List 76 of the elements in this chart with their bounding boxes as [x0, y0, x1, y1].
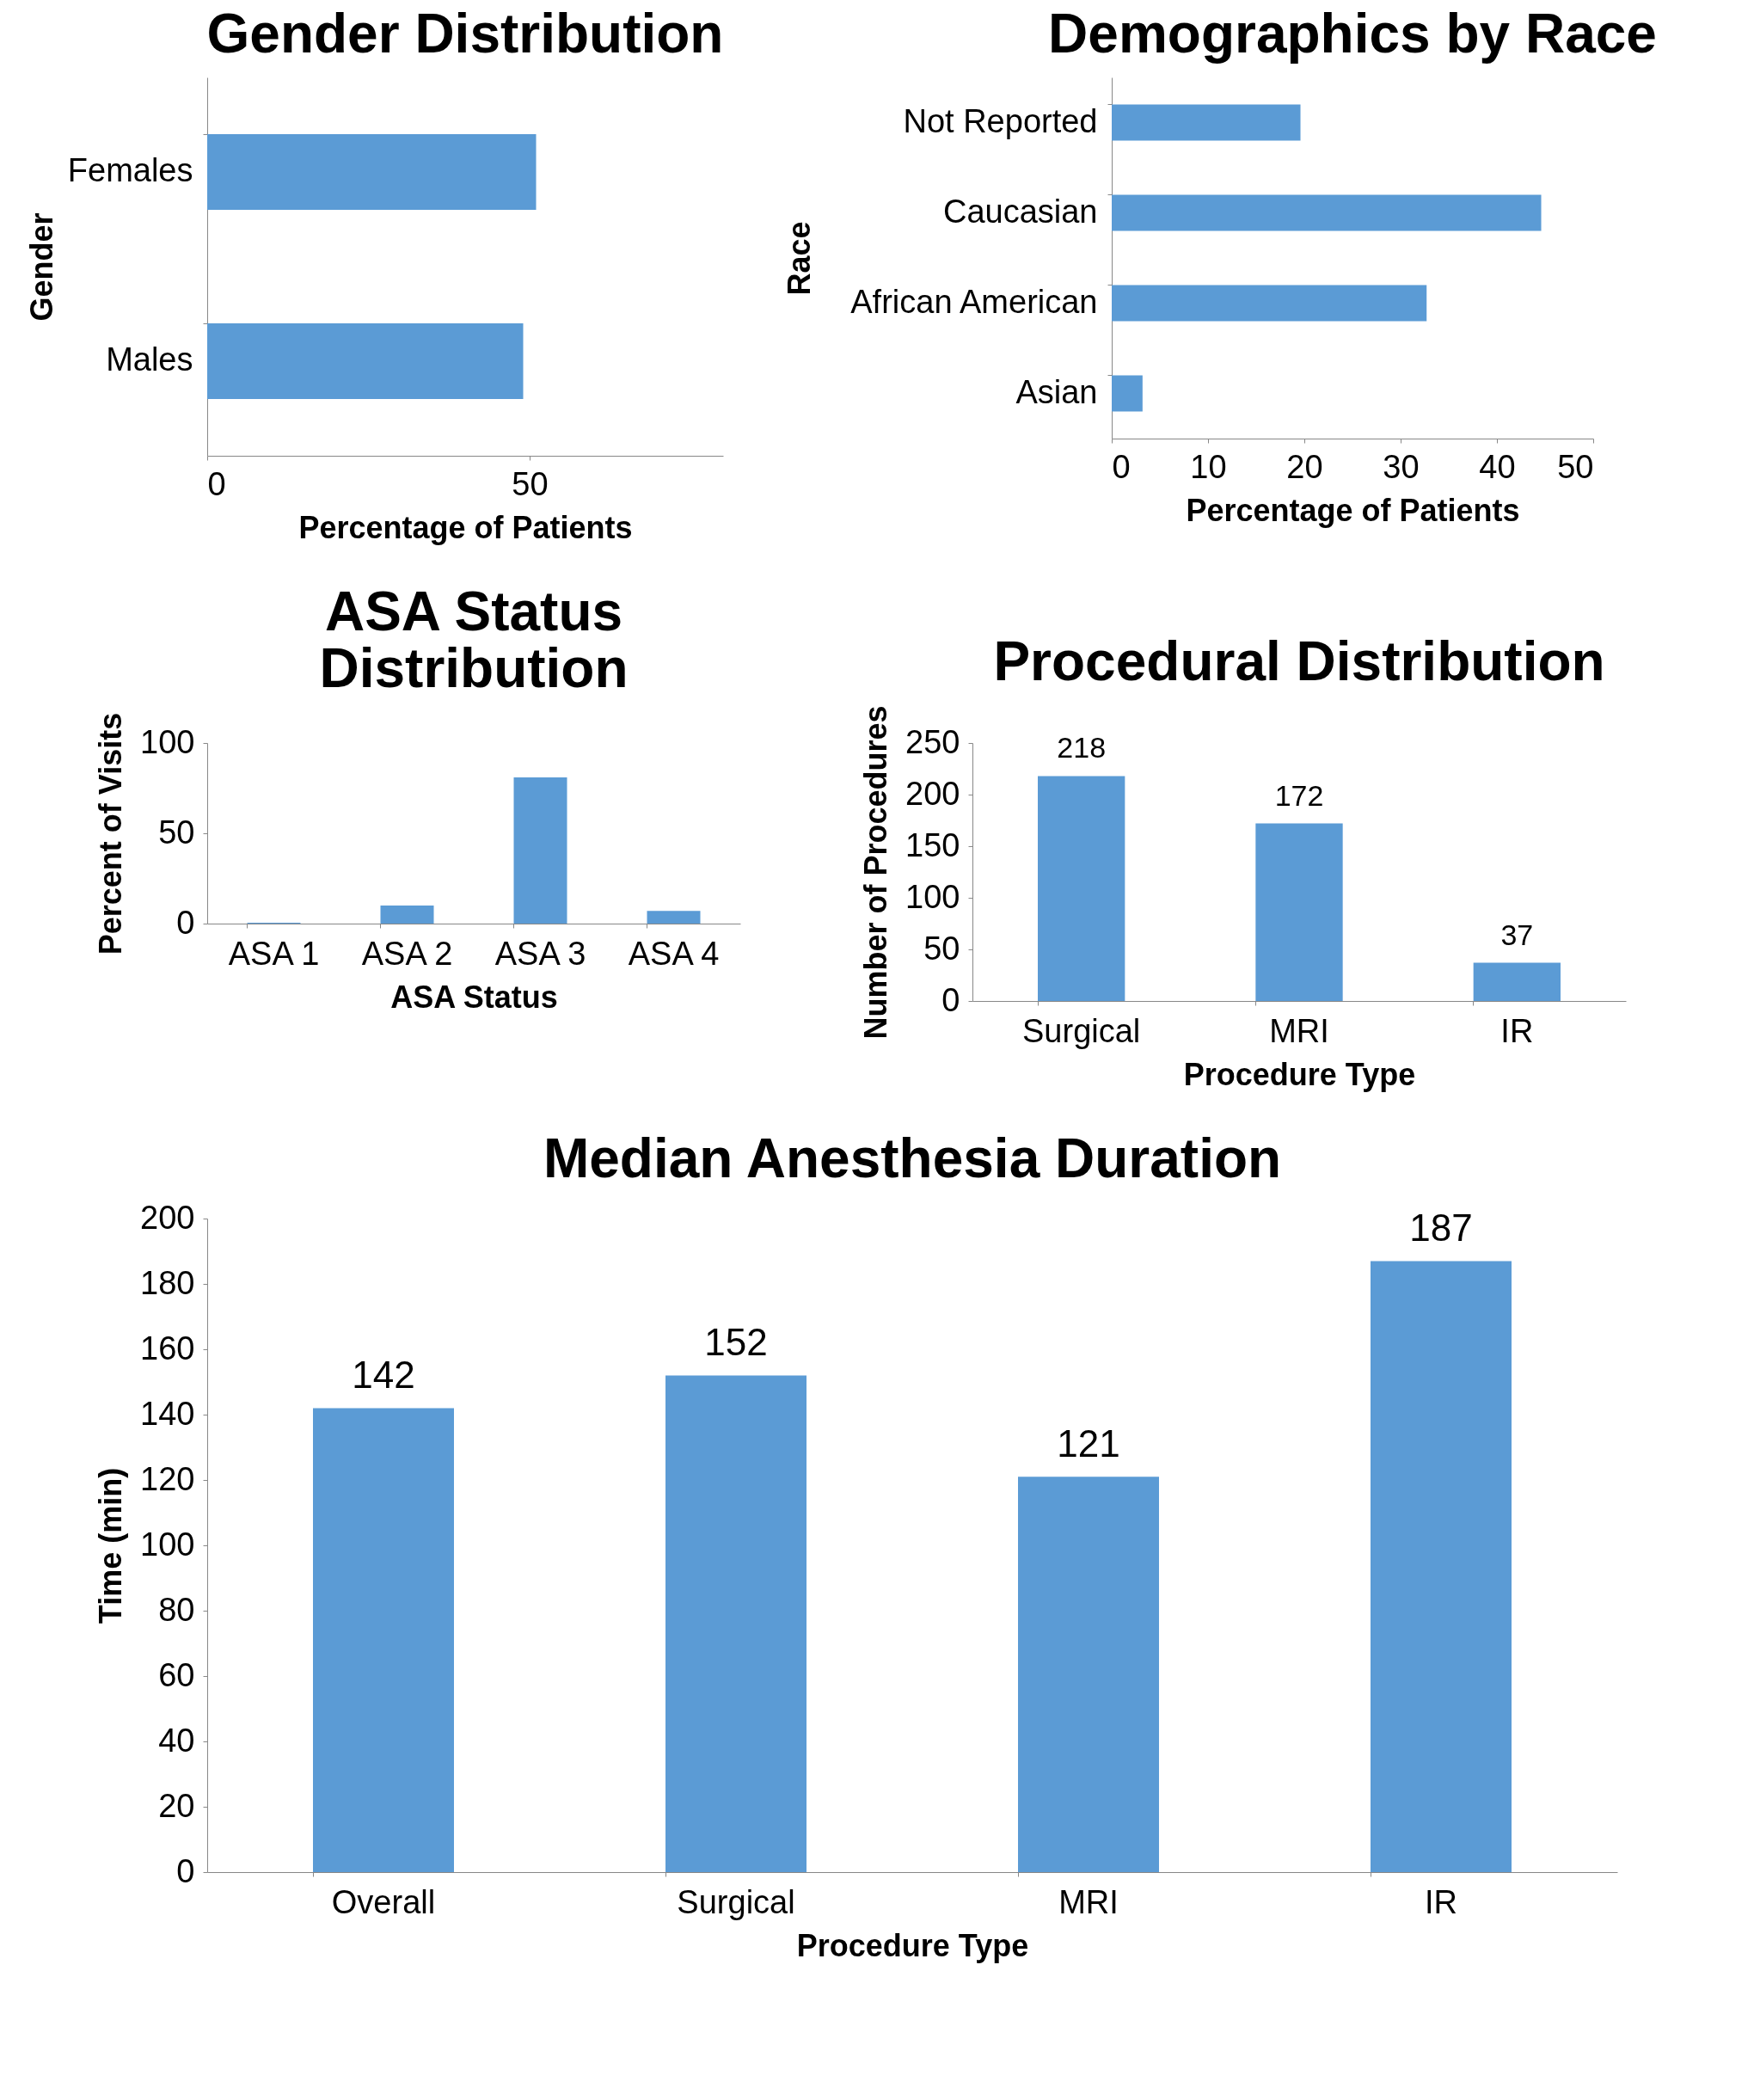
chart-title: Procedural Distribution — [993, 629, 1605, 692]
y-tick-label: 20 — [158, 1787, 195, 1824]
y-tick-label: 160 — [140, 1329, 195, 1366]
chart-title: Median Anesthesia Duration — [543, 1127, 1282, 1189]
data-label: 152 — [704, 1321, 768, 1364]
x-tick-label: 10 — [1190, 448, 1227, 485]
x-tick-label: MRI — [1058, 1883, 1119, 1920]
y-tick-label: 80 — [158, 1591, 195, 1628]
data-label: 121 — [1057, 1422, 1120, 1465]
x-tick-label: 0 — [207, 465, 226, 502]
y-tick-label: 200 — [140, 1199, 195, 1236]
x-tick-label: ASA 4 — [628, 935, 720, 972]
x-tick-label: 50 — [1557, 448, 1594, 485]
data-label: 142 — [352, 1354, 415, 1397]
data-label: 37 — [1500, 918, 1534, 951]
y-tick-label: 200 — [905, 775, 960, 812]
y-tick-label: Caucasian — [942, 193, 1098, 230]
x-tick-label: ASA 1 — [228, 935, 320, 972]
x-axis-title: ASA Status — [390, 979, 558, 1015]
y-tick-label: 100 — [140, 723, 195, 760]
y-axis-title: Time (min) — [93, 1467, 129, 1624]
y-tick-label: 0 — [176, 1852, 195, 1889]
y-tick-label: 150 — [905, 826, 960, 863]
chart-title: ASA Status Distribution — [319, 580, 629, 700]
chart-title: Demographics by Race — [1048, 3, 1657, 64]
y-tick-label: 100 — [140, 1526, 195, 1563]
x-tick-label: Overall — [331, 1883, 436, 1920]
y-tick-label: 0 — [941, 981, 960, 1018]
y-tick-label: Asian — [1015, 373, 1098, 410]
y-tick-label: 0 — [176, 904, 195, 941]
chart-title: Gender Distribution — [206, 3, 724, 64]
bar — [1255, 823, 1343, 1001]
bar — [647, 911, 701, 924]
bar — [380, 906, 434, 924]
x-axis-title: Percentage of Patients — [298, 509, 633, 545]
y-tick-label: Females — [67, 152, 193, 188]
x-tick-label: Surgical — [677, 1883, 795, 1920]
y-tick-label: 120 — [140, 1460, 195, 1497]
y-tick-label: 40 — [158, 1722, 195, 1759]
x-tick-label: 40 — [1479, 448, 1516, 485]
y-axis-title: Number of Procedures — [858, 705, 894, 1040]
bar — [665, 1375, 806, 1872]
y-tick-label: 250 — [905, 723, 960, 760]
x-tick-label: Surgical — [1022, 1012, 1141, 1049]
y-tick-label: Not Reported — [903, 102, 1098, 139]
y-axis-title: Gender — [23, 212, 59, 322]
y-tick-label: 60 — [158, 1656, 195, 1693]
x-tick-label: IR — [1500, 1012, 1534, 1049]
x-tick-label: 20 — [1286, 448, 1323, 485]
x-tick-label: IR — [1425, 1883, 1457, 1920]
x-tick-label: 50 — [512, 465, 549, 502]
data-label: 172 — [1274, 778, 1324, 812]
bar — [513, 777, 567, 924]
x-tick-label: MRI — [1269, 1012, 1329, 1049]
y-axis-title: Percent of Visits — [93, 712, 129, 955]
y-tick-label: 140 — [140, 1395, 195, 1432]
y-tick-label: 50 — [158, 814, 195, 850]
bar — [313, 1408, 454, 1872]
x-axis-title: Percentage of Patients — [1186, 492, 1520, 528]
data-label: 187 — [1409, 1207, 1473, 1250]
bar — [1473, 962, 1561, 1001]
bar — [1038, 776, 1125, 1001]
bar — [1018, 1477, 1159, 1872]
x-tick-label: ASA 3 — [494, 935, 586, 972]
y-tick-label: Males — [106, 341, 193, 378]
data-label: 218 — [1057, 731, 1107, 764]
x-axis-title: Procedure Type — [796, 1927, 1029, 1963]
x-axis-title: Procedure Type — [1183, 1056, 1416, 1092]
y-tick-label: African American — [850, 283, 1098, 320]
bar — [1371, 1261, 1512, 1872]
y-axis-title: Race — [781, 221, 817, 296]
x-tick-label: ASA 2 — [361, 935, 453, 972]
y-tick-label: 180 — [140, 1264, 195, 1301]
x-tick-label: 30 — [1383, 448, 1420, 485]
y-tick-label: 100 — [905, 878, 960, 915]
x-tick-label: 0 — [1112, 448, 1131, 485]
